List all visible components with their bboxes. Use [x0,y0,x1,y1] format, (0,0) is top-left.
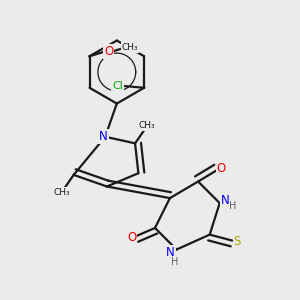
Text: Cl: Cl [112,81,123,91]
Text: H: H [171,257,178,267]
Text: O: O [104,45,113,58]
Text: N: N [99,130,108,142]
Text: CH₃: CH₃ [54,188,70,197]
Text: S: S [234,235,241,248]
Text: N: N [166,246,175,259]
Text: CH₃: CH₃ [138,121,155,130]
Text: N: N [221,194,230,207]
Text: CH₃: CH₃ [122,43,138,52]
Text: O: O [127,231,136,244]
Text: H: H [229,201,237,212]
Text: O: O [217,162,226,175]
